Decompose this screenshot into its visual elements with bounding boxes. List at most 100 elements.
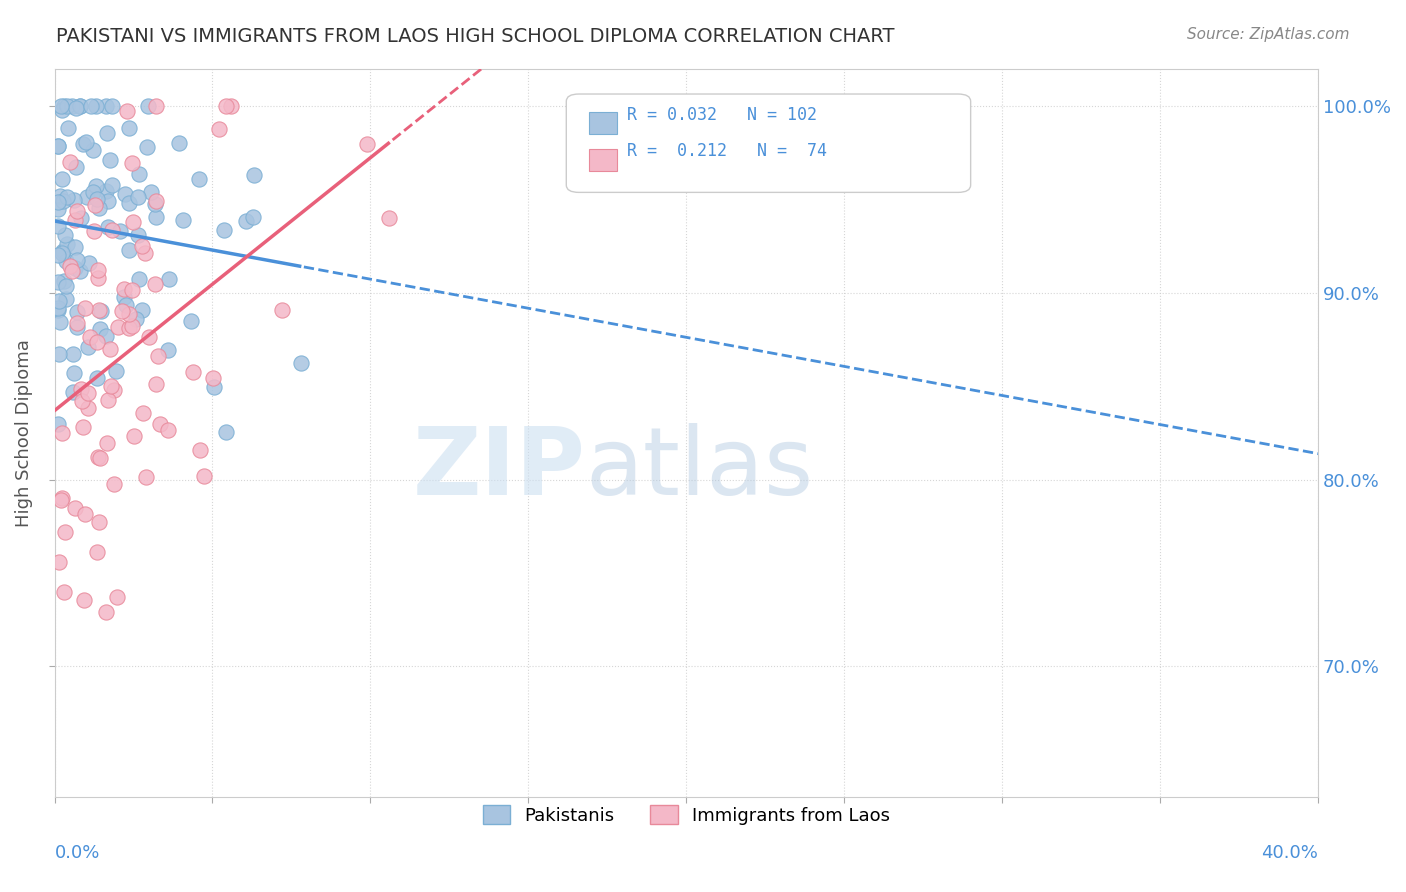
Point bbox=[190, 443, 212, 458]
Point bbox=[132, 406, 155, 420]
Point bbox=[145, 194, 167, 209]
Point bbox=[117, 103, 139, 118]
Point bbox=[83, 198, 105, 212]
Point bbox=[87, 202, 110, 216]
Point bbox=[202, 379, 225, 393]
Point bbox=[112, 290, 135, 304]
Point bbox=[69, 263, 91, 277]
Point bbox=[46, 301, 69, 315]
Point bbox=[53, 99, 76, 113]
Text: 40.0%: 40.0% bbox=[1261, 844, 1319, 862]
Point bbox=[49, 189, 72, 203]
Point bbox=[139, 185, 162, 199]
Point bbox=[46, 275, 69, 289]
Point bbox=[167, 136, 190, 150]
Point bbox=[101, 178, 124, 192]
Point bbox=[89, 515, 111, 529]
Point bbox=[96, 126, 118, 140]
Point bbox=[69, 99, 91, 113]
Point bbox=[118, 321, 141, 335]
Point bbox=[98, 343, 121, 357]
Point bbox=[215, 425, 238, 439]
Point bbox=[76, 190, 98, 204]
Point bbox=[65, 160, 87, 174]
Point bbox=[53, 274, 76, 288]
Point bbox=[83, 224, 105, 238]
Point bbox=[145, 377, 167, 392]
Point bbox=[101, 222, 124, 236]
Point bbox=[55, 254, 77, 268]
Point bbox=[69, 99, 91, 113]
Point bbox=[49, 99, 72, 113]
Point bbox=[125, 311, 148, 326]
Point bbox=[59, 259, 82, 273]
Point bbox=[157, 423, 180, 437]
Point bbox=[271, 303, 294, 318]
Point bbox=[79, 329, 101, 343]
Point bbox=[53, 524, 76, 539]
Point bbox=[60, 264, 83, 278]
Point bbox=[75, 507, 97, 521]
Point bbox=[378, 211, 401, 226]
Point bbox=[156, 343, 179, 357]
Point bbox=[86, 370, 108, 384]
Point bbox=[131, 239, 153, 253]
Point bbox=[53, 227, 76, 242]
Text: ZIP: ZIP bbox=[412, 424, 585, 516]
Point bbox=[60, 99, 83, 113]
Point bbox=[66, 253, 89, 268]
Point bbox=[48, 293, 70, 308]
Bar bbox=[589, 112, 617, 134]
Point bbox=[80, 99, 103, 113]
Point bbox=[56, 120, 79, 135]
Point bbox=[94, 99, 117, 113]
Point bbox=[46, 303, 69, 318]
Text: atlas: atlas bbox=[585, 424, 814, 516]
Point bbox=[76, 340, 98, 354]
Point bbox=[121, 156, 143, 170]
Point bbox=[105, 591, 128, 605]
Point bbox=[138, 330, 160, 344]
Point bbox=[128, 167, 150, 181]
Point bbox=[56, 236, 79, 251]
Point bbox=[97, 194, 120, 208]
Text: PAKISTANI VS IMMIGRANTS FROM LAOS HIGH SCHOOL DIPLOMA CORRELATION CHART: PAKISTANI VS IMMIGRANTS FROM LAOS HIGH S… bbox=[56, 27, 894, 45]
Point bbox=[75, 136, 97, 150]
Point bbox=[77, 255, 100, 269]
Point bbox=[121, 283, 143, 297]
Point bbox=[122, 429, 145, 443]
Point bbox=[89, 450, 111, 465]
Point bbox=[63, 212, 86, 227]
Point bbox=[172, 213, 194, 227]
Point bbox=[65, 316, 87, 330]
Point bbox=[128, 272, 150, 286]
Point bbox=[214, 99, 236, 113]
Point bbox=[112, 282, 135, 296]
Point bbox=[118, 121, 141, 136]
Point bbox=[66, 320, 89, 334]
Point bbox=[52, 244, 75, 259]
Point bbox=[73, 593, 96, 607]
Point bbox=[63, 260, 86, 275]
Point bbox=[90, 304, 112, 318]
Point bbox=[46, 194, 69, 209]
Point bbox=[63, 240, 86, 254]
Point bbox=[52, 194, 75, 208]
Point bbox=[114, 186, 136, 201]
Point bbox=[105, 364, 128, 378]
Point bbox=[96, 329, 118, 343]
Point bbox=[107, 320, 129, 334]
Point bbox=[87, 303, 110, 318]
Point bbox=[181, 365, 204, 379]
Point bbox=[63, 194, 86, 208]
Legend: Pakistanis, Immigrants from Laos: Pakistanis, Immigrants from Laos bbox=[475, 798, 897, 832]
Point bbox=[135, 470, 157, 484]
Point bbox=[72, 136, 94, 151]
Point bbox=[127, 190, 149, 204]
Point bbox=[48, 555, 70, 569]
Point bbox=[59, 155, 82, 169]
Point bbox=[46, 202, 69, 217]
Point bbox=[46, 139, 69, 153]
Text: 0.0%: 0.0% bbox=[55, 844, 100, 862]
Point bbox=[103, 477, 125, 491]
